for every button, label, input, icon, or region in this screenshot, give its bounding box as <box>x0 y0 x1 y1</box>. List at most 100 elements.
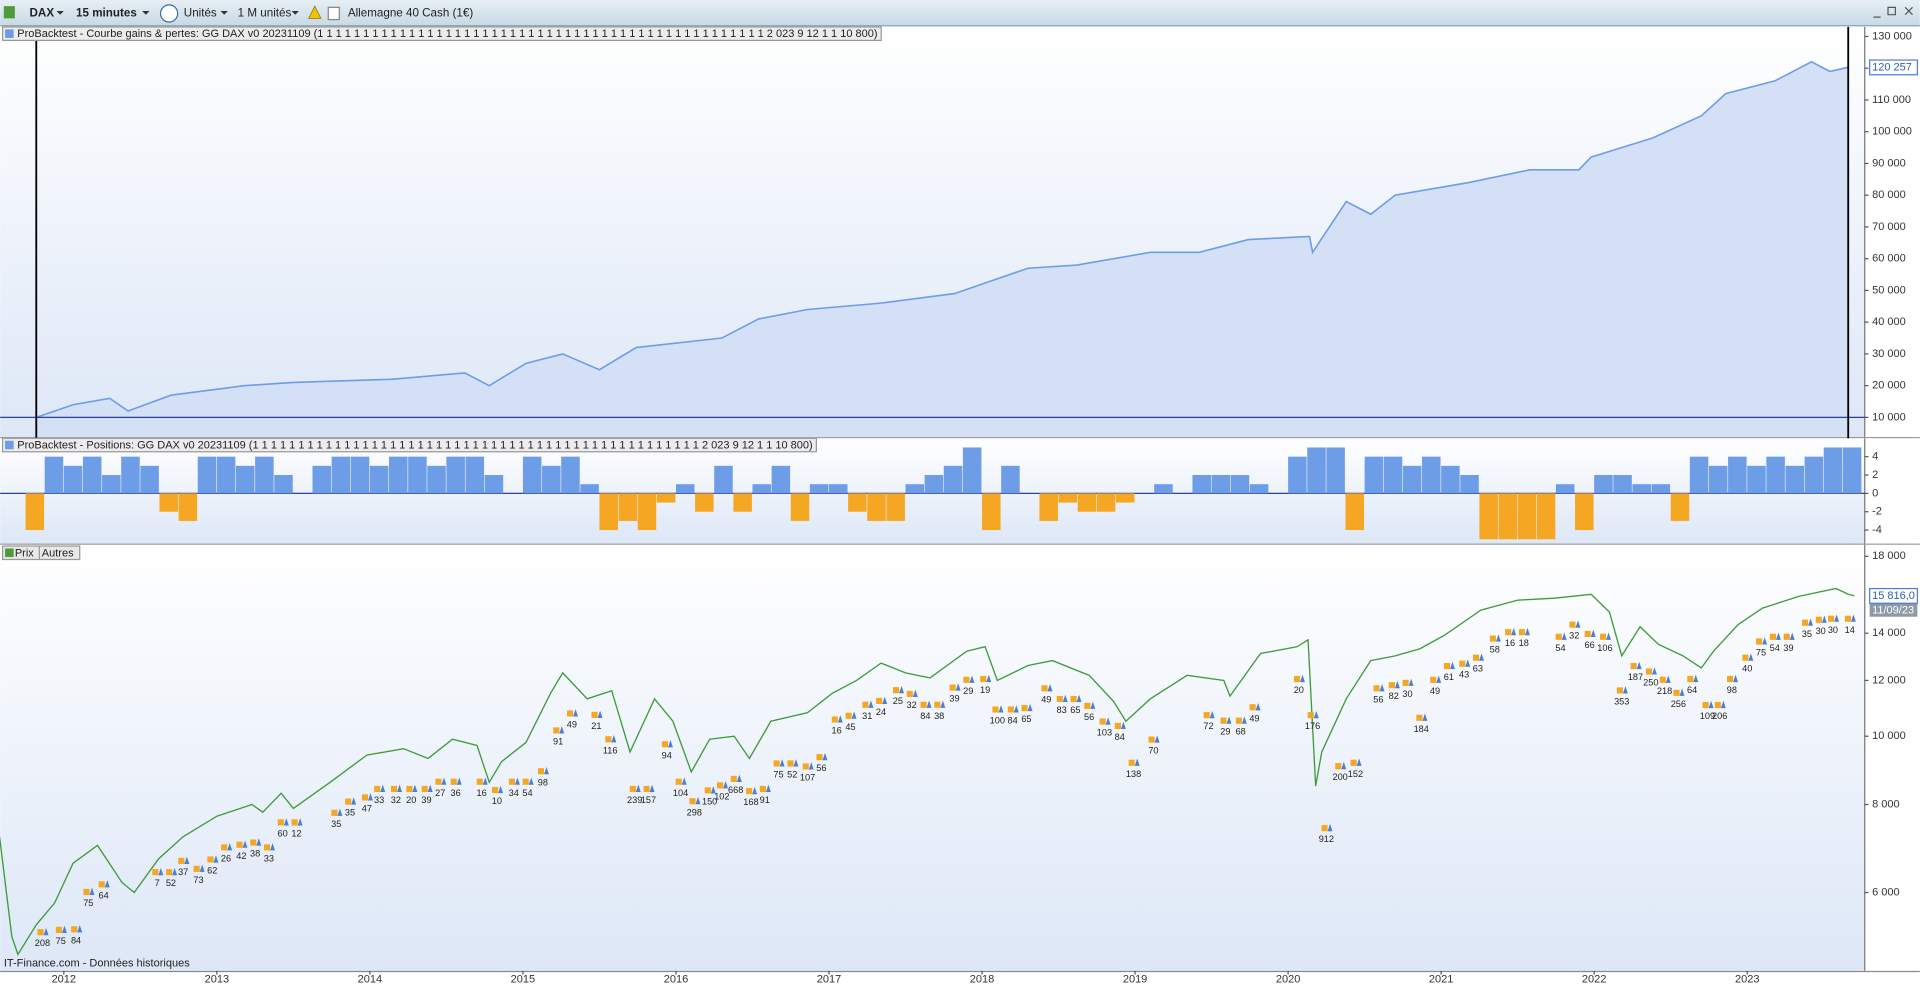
trade-size: 116 <box>603 745 618 755</box>
position-bar <box>580 484 599 494</box>
trade-size: 84 <box>920 711 930 721</box>
trade-size: 62 <box>207 866 217 876</box>
position-bar <box>408 456 427 494</box>
trade-size: 54 <box>1555 643 1565 653</box>
trade-marker <box>845 712 852 719</box>
trade-arrow <box>1209 710 1215 719</box>
trade-size: 75 <box>773 769 783 779</box>
trade-size: 206 <box>1712 711 1727 721</box>
chart-icon[interactable] <box>3 6 15 19</box>
trade-marker <box>331 809 338 816</box>
trade-marker <box>629 785 636 793</box>
trade-arrow <box>822 752 828 761</box>
trade-size: 47 <box>362 803 372 813</box>
y-tick-label: 50 000 <box>1872 284 1906 296</box>
trade-arrow <box>1154 735 1160 743</box>
trade-marker <box>291 819 298 826</box>
y-tick-label: 14 000 <box>1872 627 1906 639</box>
trade-size: 152 <box>1348 769 1363 779</box>
position-bar <box>962 447 982 494</box>
info-icon[interactable] <box>327 6 340 21</box>
position-bar <box>1249 484 1269 494</box>
trade-size: 33 <box>374 795 384 805</box>
trade-arrow <box>1027 703 1033 712</box>
trade-arrow <box>736 774 742 782</box>
trade-size: 38 <box>250 849 260 859</box>
trade-marker <box>1402 679 1409 686</box>
dropdown-arrow[interactable] <box>56 11 64 15</box>
trade-size: 12 <box>291 828 301 838</box>
size-select[interactable]: 1 M unités <box>238 7 292 20</box>
trade-arrow <box>351 797 357 805</box>
trade-arrow <box>912 689 918 697</box>
trade-marker <box>1335 763 1342 770</box>
trade-marker <box>263 844 271 851</box>
trade-arrow <box>1590 629 1596 637</box>
trade-arrow <box>1511 627 1517 636</box>
trade-size: 75 <box>1756 648 1766 658</box>
trade-marker <box>1321 825 1328 832</box>
trade-arrow <box>899 685 904 694</box>
tab-icon <box>5 548 14 558</box>
symbol-select[interactable]: DAX <box>30 7 55 20</box>
trade-size: 176 <box>1305 721 1320 731</box>
y-tick-label: 130 000 <box>1872 30 1912 42</box>
trade-arrow <box>1561 632 1567 640</box>
trade-marker <box>1307 712 1314 719</box>
trade-arrow <box>441 777 447 785</box>
position-bar <box>235 465 255 494</box>
trade-marker <box>1518 629 1526 636</box>
y-tick-label: 2 <box>1872 469 1878 481</box>
trade-marker <box>1702 701 1709 709</box>
position-bar <box>809 484 829 494</box>
trade-marker <box>934 701 941 708</box>
position-bar <box>197 456 217 494</box>
trade-size: 64 <box>99 890 109 900</box>
position-bar <box>484 475 504 494</box>
position-bar <box>637 493 657 531</box>
panel-tab[interactable]: Prix <box>15 547 34 559</box>
trade-arrow <box>1775 632 1781 640</box>
position-bar <box>542 465 561 494</box>
trade-size: 38 <box>934 711 944 721</box>
indicator-icon <box>5 440 14 450</box>
trade-size: 912 <box>1319 834 1334 844</box>
trade-arrow <box>172 867 178 876</box>
trade-marker <box>1844 615 1851 622</box>
panel-tab[interactable]: Autres <box>42 547 74 559</box>
trade-arrow <box>283 818 289 826</box>
trade-size: 45 <box>845 722 855 732</box>
trade-size: 103 <box>1097 728 1112 738</box>
position-bar <box>1785 465 1804 494</box>
dropdown-arrow[interactable] <box>291 11 299 15</box>
dropdown-arrow[interactable] <box>142 11 150 15</box>
trade-size: 24 <box>876 707 886 717</box>
trade-size: 61 <box>1444 672 1454 682</box>
period-select[interactable]: 15 minutes <box>76 7 137 20</box>
trade-size: 49 <box>1249 713 1259 723</box>
clock-icon[interactable] <box>159 4 179 23</box>
y-tick-label: 40 000 <box>1872 316 1906 328</box>
units-select[interactable]: Unités <box>184 7 217 20</box>
trade-marker <box>166 869 173 876</box>
trade-marker <box>920 701 927 708</box>
trade-marker <box>1041 685 1048 692</box>
trade-marker <box>1659 676 1666 683</box>
trade-marker <box>1007 706 1014 713</box>
dropdown-arrow[interactable] <box>220 11 228 15</box>
trade-marker <box>221 844 228 851</box>
position-bar <box>1058 493 1078 503</box>
indicator-icon <box>5 29 14 38</box>
trade-size: 56 <box>1084 712 1094 722</box>
trade-marker <box>1802 619 1809 626</box>
trade-marker <box>689 798 696 805</box>
trade-marker <box>1630 663 1637 670</box>
trade-arrow <box>986 674 992 683</box>
position-bar <box>1383 456 1403 494</box>
window-controls[interactable] <box>1873 6 1913 18</box>
position-bar <box>1536 493 1556 540</box>
trade-size: 94 <box>662 750 672 760</box>
warning-icon[interactable] <box>308 5 322 19</box>
trade-size: 36 <box>450 788 460 798</box>
trade-arrow <box>793 759 799 767</box>
